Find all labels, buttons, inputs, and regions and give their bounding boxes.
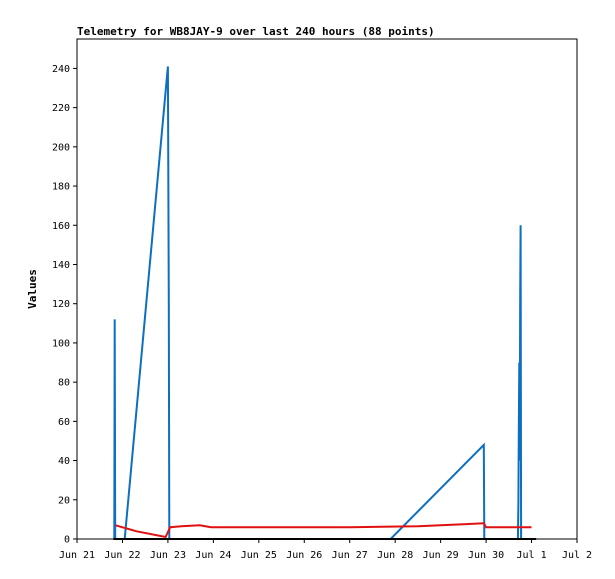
x-tick-label: Jun 25 <box>241 550 277 561</box>
series-line-1 <box>113 66 537 540</box>
x-tick-label: Jun 30 <box>468 550 504 561</box>
x-tick-label: Jun 27 <box>332 550 368 561</box>
y-tick-label: 40 <box>58 456 70 467</box>
y-tick-label: 80 <box>58 378 70 389</box>
y-axis: 0 20 40 60 80 100 120 140 160 180 200 220 240 <box>52 64 77 546</box>
y-tick-label: 20 <box>58 495 70 506</box>
y-axis-label: Values <box>26 269 39 309</box>
x-tick-label: Jun 26 <box>286 550 322 561</box>
x-tick-label: Jun 23 <box>150 550 186 561</box>
series-layer <box>113 66 537 540</box>
x-tick-label: Jun 28 <box>377 550 413 561</box>
y-tick-label: 140 <box>52 260 70 271</box>
x-tick-label: Jul 1 <box>516 550 546 561</box>
x-tick-label: Jun 22 <box>104 550 140 561</box>
series-line-2 <box>115 522 532 539</box>
x-tick-label: Jun 24 <box>195 550 231 561</box>
y-tick-label: 0 <box>64 535 70 546</box>
x-tick-label: Jun 29 <box>423 550 459 561</box>
y-tick-label: 180 <box>52 182 70 193</box>
y-tick-label: 60 <box>58 417 70 428</box>
plot-frame <box>76 38 578 540</box>
y-tick-label: 160 <box>52 221 70 232</box>
y-tick-label: 220 <box>52 103 70 114</box>
x-tick-label: Jul 2 <box>562 550 592 561</box>
x-tick-label: Jun 21 <box>59 550 95 561</box>
y-tick-label: 120 <box>52 299 70 310</box>
y-tick-label: 240 <box>52 64 70 75</box>
x-axis: Jun 21 Jun 22 Jun 23 Jun 24 Jun 25 Jun 26 Jun … <box>59 539 592 561</box>
chart-title: Telemetry for WB8JAY-9 over last 240 hou… <box>77 25 435 38</box>
y-tick-label: 200 <box>52 142 70 153</box>
y-tick-label: 100 <box>52 338 70 349</box>
